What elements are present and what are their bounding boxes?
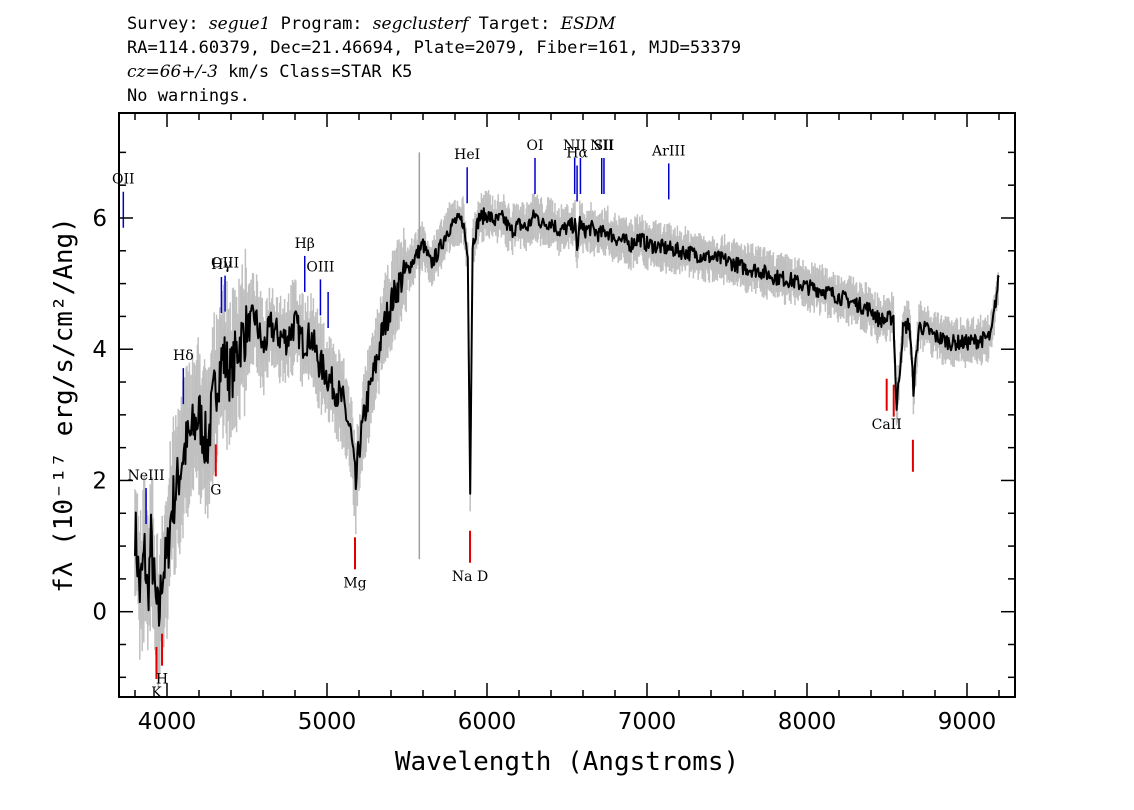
x-tick-label-8000: 8000 bbox=[778, 709, 837, 735]
absorption-label-19: Mg bbox=[343, 575, 366, 591]
x-tick-label-4000: 4000 bbox=[138, 709, 197, 735]
tick-layer: 4000 5000 6000 7000 8000 9000 0 2 4 6 bbox=[92, 113, 1015, 735]
x-axis-label: Wavelength (Angstroms) bbox=[395, 747, 739, 777]
absorption-label-17: H bbox=[156, 672, 168, 688]
emission-label-6: OIII bbox=[306, 259, 334, 275]
header-survey-line: Survey: segue1 Program: segclusterf Targ… bbox=[127, 12, 741, 36]
emission-label-5: Hβ bbox=[295, 236, 315, 252]
emission-label-10: NII bbox=[563, 138, 586, 154]
program-value: segclusterf bbox=[372, 14, 469, 34]
x-tick-label-9000: 9000 bbox=[938, 709, 997, 735]
emission-label-14: SII bbox=[594, 138, 615, 154]
header-redshift-line: cz=66+/-3 km/s Class=STAR K5 bbox=[127, 60, 741, 84]
y-tick-label-0: 0 bbox=[92, 600, 107, 626]
target-label: Target: bbox=[478, 14, 551, 34]
flux-layer bbox=[134, 207, 1000, 627]
x-tick-label-5000: 5000 bbox=[298, 709, 357, 735]
spectrum-header: Survey: segue1 Program: segclusterf Targ… bbox=[127, 12, 741, 108]
absorption-label-20: Na D bbox=[452, 569, 488, 585]
emission-label-9: OI bbox=[526, 138, 543, 154]
emission-label-13: NII bbox=[590, 138, 613, 154]
target-value: ESDM bbox=[560, 14, 616, 34]
emission-label-8: HeI bbox=[454, 147, 480, 163]
emission-label-4: OIII bbox=[211, 256, 239, 272]
redshift-value: cz=66+/-3 bbox=[127, 62, 218, 82]
emission-label-3: Hγ bbox=[211, 257, 232, 273]
x-tick-label-6000: 6000 bbox=[458, 709, 517, 735]
emission-label-15: ArIII bbox=[651, 143, 685, 159]
program-label: Program: bbox=[280, 14, 363, 34]
header-coordinates-line: RA=114.60379, Dec=21.46694, Plate=2079, … bbox=[127, 38, 742, 58]
x-tick-label-7000: 7000 bbox=[618, 709, 677, 735]
header-warnings-line: No warnings. bbox=[127, 86, 250, 106]
class-value: km/s Class=STAR K5 bbox=[217, 62, 413, 82]
flux-line bbox=[134, 207, 1000, 627]
y-tick-label-6: 6 bbox=[92, 206, 107, 232]
emission-label-2: Hδ bbox=[173, 348, 194, 364]
plot-frame bbox=[118, 112, 1016, 698]
absorption-label-18: G bbox=[210, 482, 221, 498]
absorption-label-21: CaII bbox=[872, 417, 902, 433]
y-axis-label: fλ (10⁻¹⁷ erg/s/cm²/Ang) bbox=[49, 217, 79, 593]
survey-label: Survey: bbox=[127, 14, 199, 34]
emission-label-0: OII bbox=[112, 172, 135, 188]
y-tick-label-4: 4 bbox=[92, 337, 107, 363]
survey-value: segue1 bbox=[208, 14, 271, 34]
error-band bbox=[134, 190, 999, 689]
absorption-label-16: K bbox=[151, 685, 162, 701]
emission-label-1: NeIII bbox=[127, 468, 164, 484]
emission-label-11: Hα bbox=[566, 145, 588, 161]
y-tick-label-2: 2 bbox=[92, 468, 107, 494]
